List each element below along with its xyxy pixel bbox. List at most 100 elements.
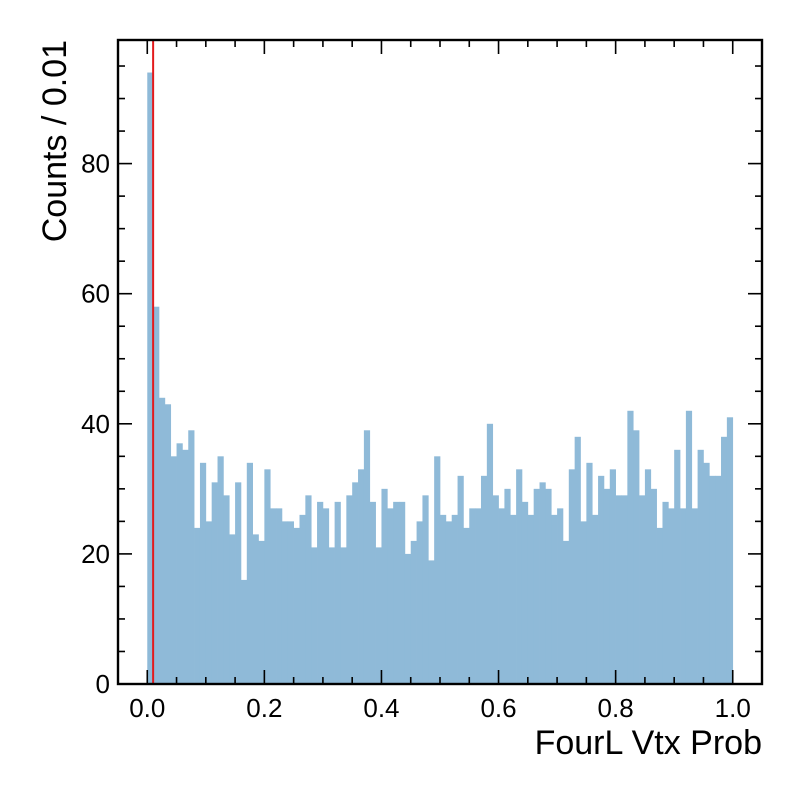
histogram-bar — [194, 527, 201, 684]
histogram-bar — [375, 547, 382, 684]
histogram-bar — [363, 430, 371, 684]
histogram-bar — [521, 501, 529, 684]
histogram-bar — [305, 495, 312, 684]
histogram-bar — [644, 469, 652, 684]
histogram-bar — [510, 514, 517, 684]
histogram-bar — [627, 410, 634, 684]
histogram-bar — [592, 514, 599, 684]
histogram-bar — [235, 482, 242, 684]
y-tick-label: 60 — [81, 279, 110, 309]
y-tick-label: 20 — [81, 539, 110, 569]
histogram-bar — [726, 417, 734, 684]
histogram-bar — [199, 462, 207, 684]
histogram-bar — [340, 547, 347, 684]
histogram-bar — [147, 72, 154, 684]
histogram-bar — [668, 508, 675, 684]
histogram-bar — [662, 501, 669, 684]
histogram-bar — [633, 430, 640, 684]
histogram-bar — [164, 404, 172, 684]
histogram-bar — [609, 469, 616, 684]
histogram-bar — [352, 482, 359, 684]
histogram-bar — [486, 423, 494, 684]
histogram-bar — [656, 527, 663, 684]
x-tick-label: 0.2 — [246, 693, 282, 723]
histogram-bar — [270, 508, 277, 684]
histogram-bar — [346, 495, 353, 684]
histogram-bar — [334, 501, 341, 684]
histogram-bar — [574, 436, 581, 684]
histogram-bar — [328, 547, 335, 684]
histogram-bar — [621, 495, 628, 684]
x-tick-label: 0.6 — [480, 693, 516, 723]
histogram-bar — [281, 521, 289, 684]
histogram-bar — [158, 397, 166, 684]
histogram-bar — [586, 462, 593, 684]
histogram-bar — [153, 306, 160, 684]
histogram-bar — [369, 501, 376, 684]
histogram-bar — [252, 534, 259, 684]
histogram-bar — [504, 488, 511, 684]
histogram-bar — [691, 508, 698, 684]
histogram-bar — [498, 508, 505, 684]
histogram-bar — [539, 482, 546, 684]
histogram-bar — [580, 521, 587, 684]
histogram-bar — [434, 456, 441, 684]
histogram-bar — [422, 495, 429, 684]
histogram-bar — [680, 508, 687, 684]
histogram-bar — [674, 449, 681, 684]
histogram-bar — [451, 514, 458, 684]
histogram-bar — [358, 469, 365, 684]
histogram-bar — [463, 527, 470, 684]
histogram-bar — [516, 469, 523, 684]
histogram-bar — [533, 488, 540, 684]
axis-ticks: 0.0 0.2 0.4 0.6 0.8 1.0 0 20 40 60 80 — [81, 40, 763, 723]
histogram-bar — [211, 482, 218, 684]
histogram-bar — [615, 495, 622, 684]
histogram-bar — [393, 501, 400, 684]
histogram-bar — [416, 521, 423, 684]
histogram-bars — [147, 72, 734, 684]
histogram-bar — [188, 430, 195, 684]
histogram-bar — [445, 521, 453, 684]
histogram-bar — [399, 501, 406, 684]
histogram-bar — [410, 540, 417, 684]
histogram-bar — [293, 527, 300, 684]
x-tick-label: 0.4 — [363, 693, 399, 723]
histogram-bar — [557, 508, 564, 684]
histogram-bar — [709, 475, 716, 684]
histogram-bar — [258, 540, 265, 684]
histogram-bar — [480, 475, 488, 684]
histogram-bar — [492, 495, 499, 684]
histogram-bar — [475, 508, 482, 684]
histogram-bar — [182, 449, 189, 684]
histogram-bar — [240, 579, 248, 684]
y-axis-label: Counts / 0.01 — [36, 40, 74, 242]
histogram-bar — [276, 508, 283, 684]
y-tick-label: 40 — [81, 409, 110, 439]
histogram-bar — [568, 469, 575, 684]
x-tick-label: 1.0 — [715, 693, 751, 723]
histogram-bar — [428, 560, 435, 684]
histogram-bar — [170, 456, 177, 684]
histogram-bar — [545, 488, 552, 684]
histogram-bar — [404, 553, 412, 684]
x-axis-label: FourL Vtx Prob — [535, 724, 762, 762]
histogram-bar — [223, 495, 230, 684]
histogram-bar — [322, 508, 330, 684]
histogram-bar — [176, 443, 183, 684]
histogram-bar — [650, 488, 657, 684]
histogram-bar — [229, 534, 236, 684]
histogram-bar — [440, 514, 447, 684]
histogram-bar — [703, 462, 710, 684]
histogram-bar — [721, 436, 728, 684]
plot-frame — [116, 38, 764, 686]
y-tick-label: 80 — [81, 149, 110, 179]
histogram-bar — [639, 495, 646, 684]
histogram-bar — [469, 508, 476, 684]
histogram-bar — [264, 469, 271, 684]
histogram-bar — [715, 475, 722, 684]
histogram-bar — [598, 475, 605, 684]
histogram-bar — [685, 410, 693, 684]
x-tick-label: 0.8 — [598, 693, 634, 723]
histogram-bar — [311, 547, 318, 684]
